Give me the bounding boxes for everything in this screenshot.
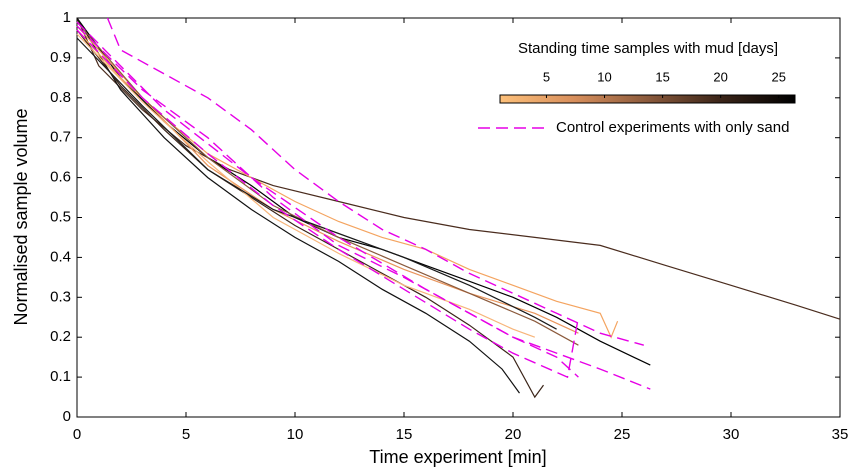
x-tick-label: 20 [505, 426, 522, 443]
series-line [76, 25, 579, 334]
y-tick-label: 0.3 [50, 288, 71, 305]
series-line [76, 29, 619, 339]
series-line [76, 21, 579, 346]
x-tick-label: 35 [832, 426, 849, 443]
colorbar-tick-label: 10 [597, 69, 611, 84]
colorbar-tick-label: 25 [772, 69, 786, 84]
x-axis-label: Time experiment [min] [369, 447, 546, 467]
y-tick-label: 0 [63, 408, 71, 425]
y-tick-label: 1 [63, 9, 71, 26]
y-tick-label: 0.8 [50, 89, 71, 106]
y-tick-label: 0.9 [50, 49, 71, 66]
series-line [76, 17, 841, 320]
y-tick-label: 0.4 [50, 248, 71, 265]
x-tick-label: 10 [287, 426, 304, 443]
colorbar-title: Standing time samples with mud [days] [518, 40, 778, 57]
series-line [76, 21, 651, 390]
x-tick-label: 25 [614, 426, 631, 443]
series-line [76, 25, 579, 378]
x-tick-label: 5 [182, 426, 190, 443]
y-tick-label: 0.7 [50, 129, 71, 146]
colorbar-tick-label: 20 [713, 69, 727, 84]
y-tick-label: 0.6 [50, 169, 71, 186]
colorbar-tick-label: 5 [543, 69, 550, 84]
series-line [76, 29, 580, 379]
y-tick-label: 0.5 [50, 208, 71, 225]
series-line [76, 17, 651, 366]
series-line [76, 37, 557, 330]
y-axis-label: Normalised sample volume [11, 108, 31, 325]
x-tick-label: 30 [723, 426, 740, 443]
series-line [76, 29, 544, 399]
y-tick-label: 0.2 [50, 328, 71, 345]
colorbar [499, 94, 796, 104]
y-tick-label: 0.1 [50, 368, 71, 385]
x-tick-label: 15 [396, 426, 413, 443]
series-line [106, 17, 644, 346]
series-line [76, 17, 520, 394]
x-tick-label: 0 [73, 426, 81, 443]
legend-label: Control experiments with only sand [556, 119, 789, 136]
series-line [76, 33, 536, 338]
colorbar-tick-label: 15 [655, 69, 669, 84]
